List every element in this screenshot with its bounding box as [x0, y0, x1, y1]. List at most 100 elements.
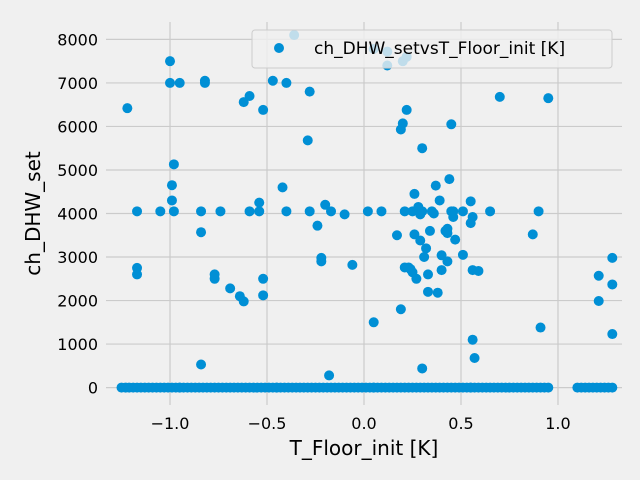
data-point [209, 273, 220, 284]
data-point [457, 249, 468, 260]
data-point [467, 211, 478, 222]
data-point [448, 206, 459, 217]
data-point [199, 75, 210, 86]
data-point [281, 206, 292, 217]
data-point [174, 77, 185, 88]
data-point [267, 75, 278, 86]
data-point [469, 352, 480, 363]
data-points [116, 30, 618, 393]
data-point [362, 206, 373, 217]
data-point [607, 279, 618, 290]
data-point [417, 363, 428, 374]
data-point [165, 77, 176, 88]
data-point [196, 227, 207, 238]
data-point [403, 262, 414, 273]
x-tick-label: 0.0 [351, 414, 376, 433]
data-point [155, 206, 166, 217]
legend-marker [274, 43, 284, 53]
data-point [166, 180, 177, 191]
y-tick-label: 1000 [57, 335, 98, 354]
data-point [430, 180, 441, 191]
data-point [168, 206, 179, 217]
data-point [244, 90, 255, 101]
data-point [607, 382, 618, 393]
y-tick-label: 0 [88, 379, 98, 398]
data-point [457, 206, 468, 217]
data-point [444, 174, 455, 185]
y-tick-label: 8000 [57, 30, 98, 49]
data-point [527, 229, 538, 240]
data-point [417, 143, 428, 154]
x-axis-label: T_Floor_init [K] [289, 436, 439, 460]
data-point [411, 273, 422, 284]
data-point [238, 296, 249, 307]
y-tick-label: 2000 [57, 292, 98, 311]
data-point [434, 195, 445, 206]
data-point [312, 220, 323, 231]
data-point [421, 243, 432, 254]
data-point [417, 206, 428, 217]
data-point [401, 104, 412, 115]
data-point [304, 206, 315, 217]
data-point [326, 206, 337, 217]
data-point [442, 256, 453, 267]
y-tick-label: 5000 [57, 161, 98, 180]
y-tick-label: 7000 [57, 74, 98, 93]
data-point [258, 273, 269, 284]
data-point [543, 382, 554, 393]
data-point [450, 234, 461, 245]
data-point [409, 188, 420, 199]
data-point [607, 329, 618, 340]
data-point [494, 91, 505, 102]
data-point [277, 182, 288, 193]
legend-entry-label: ch_DHW_setvsT_Floor_init [K] [314, 39, 565, 59]
data-point [473, 265, 484, 276]
data-point [368, 317, 379, 328]
data-point [446, 119, 457, 130]
legend: ch_DHW_setvsT_Floor_init [K] [251, 29, 613, 69]
data-point [168, 159, 179, 170]
data-point [304, 86, 315, 97]
data-point [391, 230, 402, 241]
data-point [593, 270, 604, 281]
data-point [166, 195, 177, 206]
data-point [258, 104, 269, 115]
data-point [399, 206, 410, 217]
legend-box [251, 29, 613, 69]
data-point [244, 206, 255, 217]
y-tick-labels: 0 1000 2000 3000 4000 5000 6000 7000 8000 [57, 30, 98, 397]
data-point [196, 359, 207, 370]
data-point [347, 259, 358, 270]
data-point [533, 206, 544, 217]
x-tick-label: 0.5 [448, 414, 473, 433]
data-point [535, 322, 546, 333]
x-tick-label: −0.5 [248, 414, 287, 433]
y-tick-label: 6000 [57, 117, 98, 136]
y-axis-label: ch_DHW_set [21, 151, 45, 276]
data-point [543, 93, 554, 104]
y-tick-label: 4000 [57, 205, 98, 224]
y-tick-label: 3000 [57, 248, 98, 267]
data-point [316, 256, 327, 267]
x-tick-label: 1.0 [545, 414, 570, 433]
data-point [424, 225, 435, 236]
data-point [302, 135, 313, 146]
data-point [485, 206, 496, 217]
x-tick-label: −1.0 [151, 414, 190, 433]
data-point [281, 77, 292, 88]
data-point [607, 252, 618, 263]
data-point [397, 118, 408, 129]
data-point [320, 199, 331, 210]
data-point [376, 206, 387, 217]
data-point [165, 56, 176, 67]
data-point [225, 283, 236, 294]
data-point [324, 370, 335, 381]
data-point [428, 208, 439, 219]
data-point [423, 269, 434, 280]
data-point [215, 206, 226, 217]
data-point [122, 103, 133, 114]
data-point [436, 265, 447, 276]
data-point [132, 206, 143, 217]
data-point [465, 196, 476, 207]
